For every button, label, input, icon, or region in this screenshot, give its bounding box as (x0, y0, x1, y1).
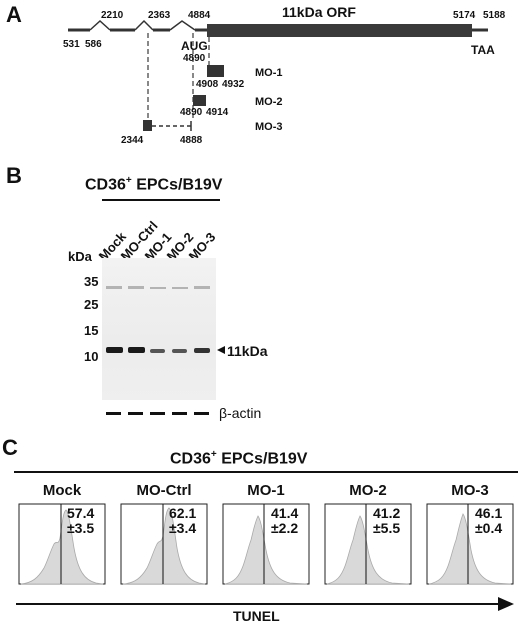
marker-15: 15 (84, 323, 99, 338)
mo1-block (207, 65, 224, 77)
stat-mean-mo-1: 41.4 (271, 505, 299, 521)
stat-mean-mo-ctrl: 62.1 (169, 505, 197, 521)
mo3-block (143, 120, 152, 131)
hist-curve-mo-1 (224, 515, 308, 585)
panel-b-label: B (6, 163, 22, 188)
band-arrow (217, 346, 225, 354)
intron-1 (89, 19, 111, 31)
mo2-start: 4890 (180, 107, 203, 118)
mo1-end: 4932 (222, 79, 245, 90)
actin-band-mo-ctrl (128, 412, 143, 415)
tunel-label: TUNEL (233, 608, 280, 624)
faint-band-mo-3 (194, 286, 210, 289)
pos-586: 586 (85, 39, 102, 50)
stop-codon: TAA (471, 43, 495, 57)
pos-4884: 4884 (188, 10, 211, 21)
panel-c-label: C (2, 435, 18, 460)
stat-sd-mo-2: ±5.5 (373, 520, 401, 536)
mo1-start: 4908 (196, 79, 219, 90)
stat-sd-mo-3: ±0.4 (475, 520, 503, 536)
actin-band-mo-2 (172, 412, 187, 415)
stat-sd-mo-1: ±2.2 (271, 520, 299, 536)
hist-curve-mock (20, 509, 104, 585)
stat-mo-2: 41.2 ±5.5 (373, 506, 400, 536)
pos-531: 531 (63, 39, 80, 50)
stat-mean-mo-2: 41.2 (373, 505, 401, 521)
stat-sd-mo-ctrl: ±3.4 (169, 520, 197, 536)
orf-box (207, 24, 472, 37)
tunel-arrowhead (498, 597, 514, 611)
mo3-start: 2344 (121, 135, 144, 146)
blot-title-rule (102, 199, 220, 201)
marker-10: 10 (84, 349, 99, 364)
stat-mo-ctrl: 62.1 ±3.4 (169, 506, 196, 536)
intron-3 (169, 20, 196, 31)
stat-mean-mock: 57.4 (67, 505, 95, 521)
hist-title-mo-ctrl: MO-Ctrl (136, 482, 192, 499)
start-codon: AUG (181, 39, 208, 53)
stat-mock: 57.4 ±3.5 (67, 506, 94, 536)
intron-2 (134, 19, 154, 31)
faint-band-mo-ctrl (128, 286, 144, 289)
flow-title-rule (14, 471, 518, 473)
stat-mean-mo-3: 46.1 (475, 505, 503, 521)
faint-band-mock (106, 286, 122, 289)
stat-sd-mock: ±3.5 (67, 520, 95, 536)
band-11kda-mo-3 (194, 348, 210, 353)
hist-title-mock: Mock (42, 482, 82, 499)
marker-25: 25 (84, 297, 99, 312)
band-label-11kda: 11kDa (227, 343, 268, 359)
mo2-label: MO-2 (255, 96, 283, 108)
mo1-label: MO-1 (255, 67, 283, 79)
mo2-end: 4914 (206, 107, 229, 118)
pos-5188: 5188 (483, 10, 506, 21)
marker-35: 35 (84, 274, 99, 289)
kda-label: kDa (68, 249, 92, 264)
panel-a-label: A (6, 2, 22, 27)
pos-2210: 2210 (101, 10, 124, 21)
band-11kda-mock (106, 347, 123, 353)
band-11kda-mo-2 (172, 349, 187, 353)
flow-title: CD36+ EPCs/B19V (170, 449, 308, 468)
actin-band-mo-3 (194, 412, 209, 415)
pos-5174: 5174 (453, 10, 476, 21)
mo2-block (193, 95, 206, 106)
hist-curve-mo-2 (326, 515, 410, 585)
pos-2363: 2363 (148, 10, 171, 21)
mo3-label: MO-3 (255, 121, 283, 133)
hist-title-mo-1: MO-1 (247, 482, 285, 499)
pos-4890: 4890 (183, 53, 206, 64)
blot-title: CD36+ EPCs/B19V (85, 175, 223, 194)
hist-title-mo-2: MO-2 (349, 482, 387, 499)
faint-band-mo-1 (150, 287, 166, 289)
band-11kda-mo-1 (150, 349, 165, 353)
loading-control-label: β-actin (219, 405, 262, 421)
hist-curve-mo-3 (428, 513, 512, 585)
stat-mo-1: 41.4 ±2.2 (271, 506, 298, 536)
stat-mo-3: 46.1 ±0.4 (475, 506, 502, 536)
faint-band-mo-2 (172, 287, 188, 289)
actin-band-mo-1 (150, 412, 165, 415)
actin-band-mock (106, 412, 121, 415)
hist-title-mo-3: MO-3 (451, 482, 489, 499)
western-blot (102, 258, 216, 400)
band-11kda-mo-ctrl (128, 347, 145, 353)
mo3-end: 4888 (180, 135, 203, 146)
orf-label: 11kDa ORF (282, 4, 356, 20)
